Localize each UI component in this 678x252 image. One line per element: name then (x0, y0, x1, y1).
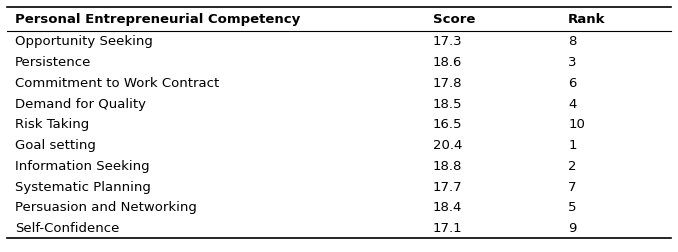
Text: 8: 8 (568, 35, 576, 48)
Text: 17.1: 17.1 (433, 221, 462, 234)
Text: 7: 7 (568, 180, 577, 193)
Text: 3: 3 (568, 56, 577, 69)
Text: Opportunity Seeking: Opportunity Seeking (15, 35, 153, 48)
Text: Systematic Planning: Systematic Planning (15, 180, 151, 193)
Text: Risk Taking: Risk Taking (15, 118, 89, 131)
Text: Persuasion and Networking: Persuasion and Networking (15, 201, 197, 214)
Text: Goal setting: Goal setting (15, 139, 96, 152)
Text: 17.3: 17.3 (433, 35, 462, 48)
Text: Commitment to Work Contract: Commitment to Work Contract (15, 77, 219, 90)
Text: 5: 5 (568, 201, 577, 214)
Text: 4: 4 (568, 97, 576, 110)
Text: 20.4: 20.4 (433, 139, 462, 152)
Text: Information Seeking: Information Seeking (15, 159, 150, 172)
Text: 1: 1 (568, 139, 577, 152)
Text: 18.4: 18.4 (433, 201, 462, 214)
Text: 10: 10 (568, 118, 585, 131)
Text: Self-Confidence: Self-Confidence (15, 221, 119, 234)
Text: 6: 6 (568, 77, 576, 90)
Text: 9: 9 (568, 221, 576, 234)
Text: Demand for Quality: Demand for Quality (15, 97, 146, 110)
Text: 18.5: 18.5 (433, 97, 462, 110)
Text: 17.7: 17.7 (433, 180, 462, 193)
Text: 16.5: 16.5 (433, 118, 462, 131)
Text: Rank: Rank (568, 13, 605, 26)
Text: 18.8: 18.8 (433, 159, 462, 172)
Text: 18.6: 18.6 (433, 56, 462, 69)
Text: Score: Score (433, 13, 475, 26)
Text: Persistence: Persistence (15, 56, 92, 69)
Text: 17.8: 17.8 (433, 77, 462, 90)
Text: 2: 2 (568, 159, 577, 172)
Text: Personal Entrepreneurial Competency: Personal Entrepreneurial Competency (15, 13, 300, 26)
